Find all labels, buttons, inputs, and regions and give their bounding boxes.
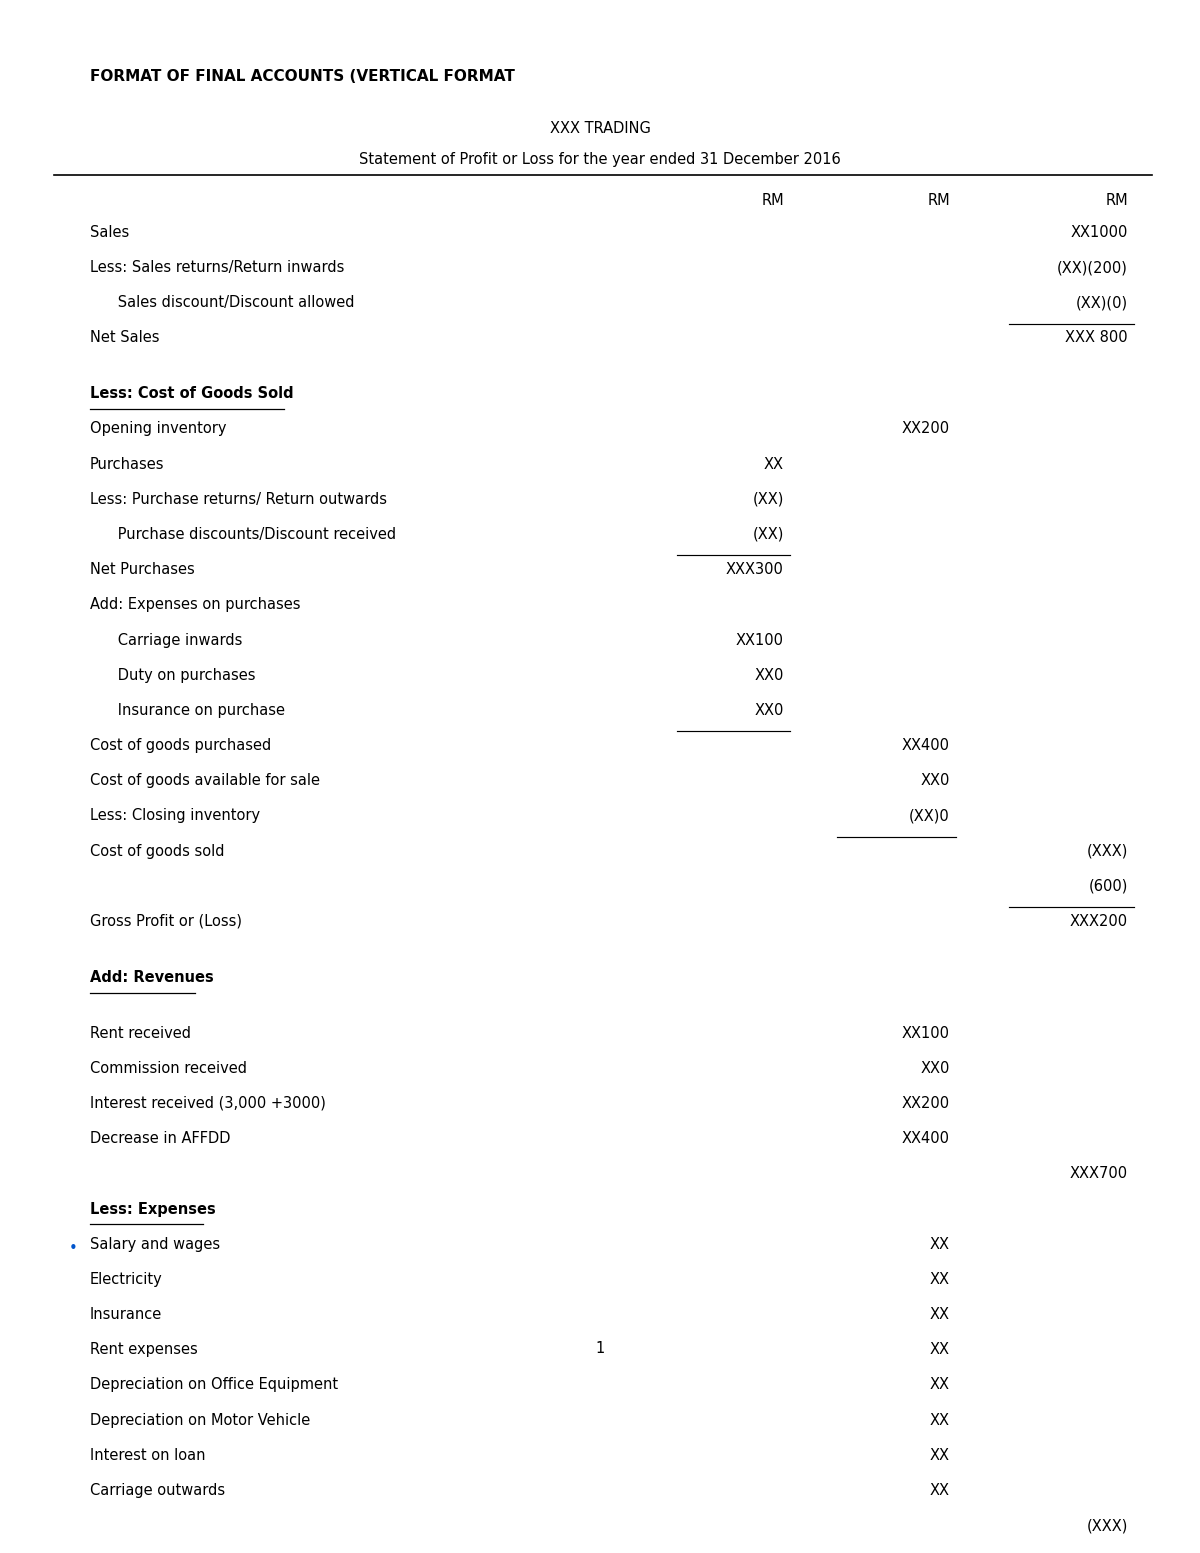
Text: Rent received: Rent received [90,1025,191,1041]
Text: XX0: XX0 [755,704,784,717]
Text: XXX200: XXX200 [1069,913,1128,929]
Text: Interest on loan: Interest on loan [90,1447,205,1463]
Text: XXX 800: XXX 800 [1066,331,1128,345]
Text: (XX)0: (XX)0 [910,809,950,823]
Text: Add: Expenses on purchases: Add: Expenses on purchases [90,598,300,612]
Text: Add: Revenues: Add: Revenues [90,969,214,985]
Text: Purchases: Purchases [90,457,164,472]
Text: Carriage inwards: Carriage inwards [90,632,242,648]
Text: XX400: XX400 [902,738,950,753]
Text: XX: XX [930,1342,950,1357]
Text: Less: Sales returns/Return inwards: Less: Sales returns/Return inwards [90,259,344,275]
Text: XXX300: XXX300 [726,562,784,578]
Text: Interest received (3,000 +3000): Interest received (3,000 +3000) [90,1096,326,1110]
Text: (XX): (XX) [752,526,784,542]
Text: Cost of goods available for sale: Cost of goods available for sale [90,773,320,789]
Text: Gross Profit or (Loss): Gross Profit or (Loss) [90,913,242,929]
Text: Net Sales: Net Sales [90,331,160,345]
Text: XX100: XX100 [902,1025,950,1041]
Text: XX: XX [930,1413,950,1427]
Text: RM: RM [1105,193,1128,208]
Text: Less: Cost of Goods Sold: Less: Cost of Goods Sold [90,387,294,401]
Text: XX0: XX0 [920,773,950,789]
Text: Less: Purchase returns/ Return outwards: Less: Purchase returns/ Return outwards [90,492,386,506]
Text: XX: XX [764,457,784,472]
Text: RM: RM [928,193,950,208]
Text: Carriage outwards: Carriage outwards [90,1483,226,1499]
Text: Sales: Sales [90,225,130,239]
Text: Insurance on purchase: Insurance on purchase [90,704,284,717]
Text: Salary and wages: Salary and wages [90,1236,220,1252]
Text: XX400: XX400 [902,1131,950,1146]
Text: 1: 1 [595,1340,605,1356]
Text: Depreciation on Motor Vehicle: Depreciation on Motor Vehicle [90,1413,311,1427]
Text: XX: XX [930,1378,950,1393]
Text: •: • [68,1241,77,1256]
Text: XX: XX [930,1447,950,1463]
Text: (600): (600) [1088,879,1128,893]
Text: Statement of Profit or Loss for the year ended 31 December 2016: Statement of Profit or Loss for the year… [359,152,841,166]
Text: Cost of goods purchased: Cost of goods purchased [90,738,271,753]
Text: XX0: XX0 [920,1061,950,1076]
Text: XX200: XX200 [901,421,950,436]
Text: XX: XX [930,1236,950,1252]
Text: Purchase discounts/Discount received: Purchase discounts/Discount received [90,526,396,542]
Text: Decrease in AFFDD: Decrease in AFFDD [90,1131,230,1146]
Text: XX1000: XX1000 [1070,225,1128,239]
Text: Net Purchases: Net Purchases [90,562,194,578]
Text: XXX TRADING: XXX TRADING [550,121,650,137]
Text: Less: Expenses: Less: Expenses [90,1202,216,1216]
Text: XX200: XX200 [901,1096,950,1110]
Text: (XXX): (XXX) [1086,843,1128,859]
Text: Sales discount/Discount allowed: Sales discount/Discount allowed [90,295,354,311]
Text: (XX): (XX) [752,492,784,506]
Text: XX: XX [930,1308,950,1322]
Text: Commission received: Commission received [90,1061,247,1076]
Text: XX: XX [930,1483,950,1499]
Text: RM: RM [761,193,784,208]
Text: XX100: XX100 [736,632,784,648]
Text: XX0: XX0 [755,668,784,683]
Text: XXX700: XXX700 [1069,1166,1128,1182]
Text: Rent expenses: Rent expenses [90,1342,198,1357]
Text: XX: XX [930,1272,950,1287]
Text: (XXX): (XXX) [1086,1519,1128,1533]
Text: Cost of goods sold: Cost of goods sold [90,843,224,859]
Text: Electricity: Electricity [90,1272,163,1287]
Text: Duty on purchases: Duty on purchases [90,668,256,683]
Text: Opening inventory: Opening inventory [90,421,227,436]
Text: Insurance: Insurance [90,1308,162,1322]
Text: (XX)(0): (XX)(0) [1075,295,1128,311]
Text: Less: Closing inventory: Less: Closing inventory [90,809,260,823]
Text: Depreciation on Office Equipment: Depreciation on Office Equipment [90,1378,338,1393]
Text: (XX)(200): (XX)(200) [1057,259,1128,275]
Text: FORMAT OF FINAL ACCOUNTS (VERTICAL FORMAT: FORMAT OF FINAL ACCOUNTS (VERTICAL FORMA… [90,68,515,84]
